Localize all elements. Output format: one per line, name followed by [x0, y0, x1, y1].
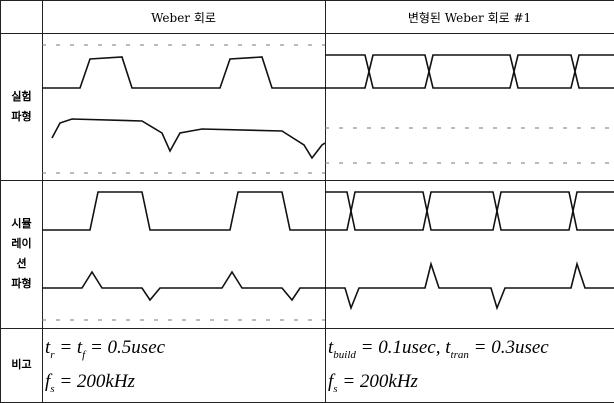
label-line: 션 [16, 254, 26, 274]
waveform [325, 180, 614, 328]
waveform-image [42, 33, 326, 181]
label-line: 비고 [11, 355, 31, 375]
equation-text: = 200kHz [55, 371, 135, 392]
header-cell: Weber 회로 [42, 0, 326, 34]
label-line: 파형 [11, 274, 31, 294]
subscript: tran [451, 349, 469, 361]
equation-line: tr = tf = 0.5usec [45, 331, 325, 365]
equation-text: = t [55, 337, 83, 358]
subscript: build [333, 349, 356, 361]
waveform-image [325, 33, 614, 181]
waveform-image [325, 180, 614, 329]
waveform [325, 33, 614, 180]
waveform-image [42, 180, 326, 329]
label-line: 레이 [11, 234, 31, 254]
equation-line: fs = 200kHz [328, 365, 614, 399]
table: Weber 회로 변형된 Weber 회로 #1 실험파형 시뮬레이션파형 비고 [0, 0, 614, 403]
label-line: 파형 [11, 107, 31, 127]
label-line: 실험 [11, 87, 31, 107]
equation-text: = 0.5usec [85, 337, 165, 358]
equation-line: fs = 200kHz [45, 365, 325, 399]
equation-text: = 200kHz [338, 371, 418, 392]
header-cell: 변형된 Weber 회로 #1 [325, 0, 614, 34]
corner-cell [0, 0, 43, 34]
equation-line: tbuild = 0.1usec, ttran = 0.3usec [328, 331, 614, 365]
waveform [42, 33, 325, 180]
equation-text: = 0.1usec, t [356, 337, 451, 358]
equation-text: = 0.3usec [469, 337, 549, 358]
label-line: 시뮬 [11, 214, 31, 234]
row-label: 비고 [0, 328, 43, 403]
waveform [42, 180, 325, 328]
